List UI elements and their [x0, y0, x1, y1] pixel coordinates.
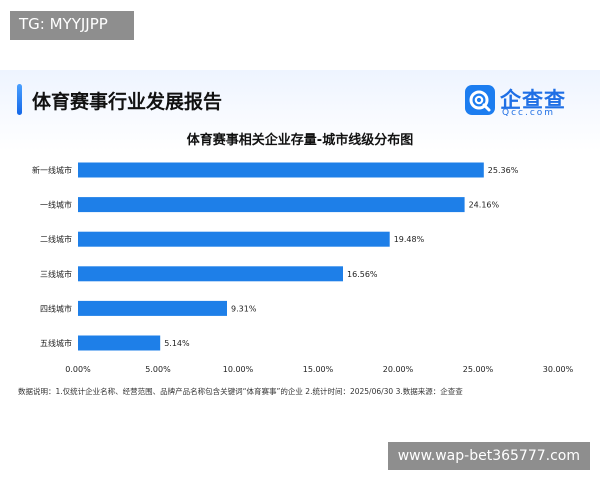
bar	[78, 335, 161, 351]
logo-domain: Qcc.com	[502, 108, 556, 118]
bar	[78, 266, 343, 282]
x-tick-label: 5.00%	[145, 365, 171, 374]
data-label: 16.56%	[347, 270, 378, 279]
x-tick-label: 30.00%	[543, 365, 574, 374]
chart-title: 体育赛事相关企业存量-城市线级分布图	[186, 133, 414, 148]
logo-name: 企查查	[500, 88, 566, 112]
qcc-logo-icon	[465, 85, 495, 115]
data-label: 19.48%	[394, 235, 425, 244]
data-label: 24.16%	[469, 201, 500, 210]
bar	[78, 197, 465, 213]
data-label: 5.14%	[164, 339, 190, 348]
category-label: 三线城市	[40, 269, 72, 279]
data-label: 9.31%	[231, 304, 257, 313]
report-title: 体育赛事行业发展报告	[32, 91, 223, 113]
top-watermark: TG: MYYJJPP	[10, 11, 134, 40]
category-label: 四线城市	[40, 303, 72, 313]
x-tick-label: 15.00%	[303, 365, 334, 374]
category-label: 新一线城市	[32, 165, 72, 175]
bar	[78, 162, 484, 178]
title-accent-bar	[17, 84, 22, 115]
x-tick-label: 0.00%	[65, 365, 91, 374]
category-label: 一线城市	[40, 200, 72, 210]
category-label: 二线城市	[40, 234, 72, 244]
bottom-watermark: www.wap-bet365777.com	[387, 442, 590, 470]
x-tick-label: 10.00%	[223, 365, 254, 374]
data-footnote: 数据说明：1.仅统计企业名称、经营范围、品牌产品名称包含关键词“体育赛事”的企业…	[18, 387, 463, 396]
x-tick-label: 20.00%	[383, 365, 414, 374]
category-label: 五线城市	[40, 338, 72, 348]
bar	[78, 300, 227, 316]
x-tick-label: 25.00%	[463, 365, 494, 374]
bar	[78, 231, 390, 247]
data-label: 25.36%	[488, 166, 519, 175]
